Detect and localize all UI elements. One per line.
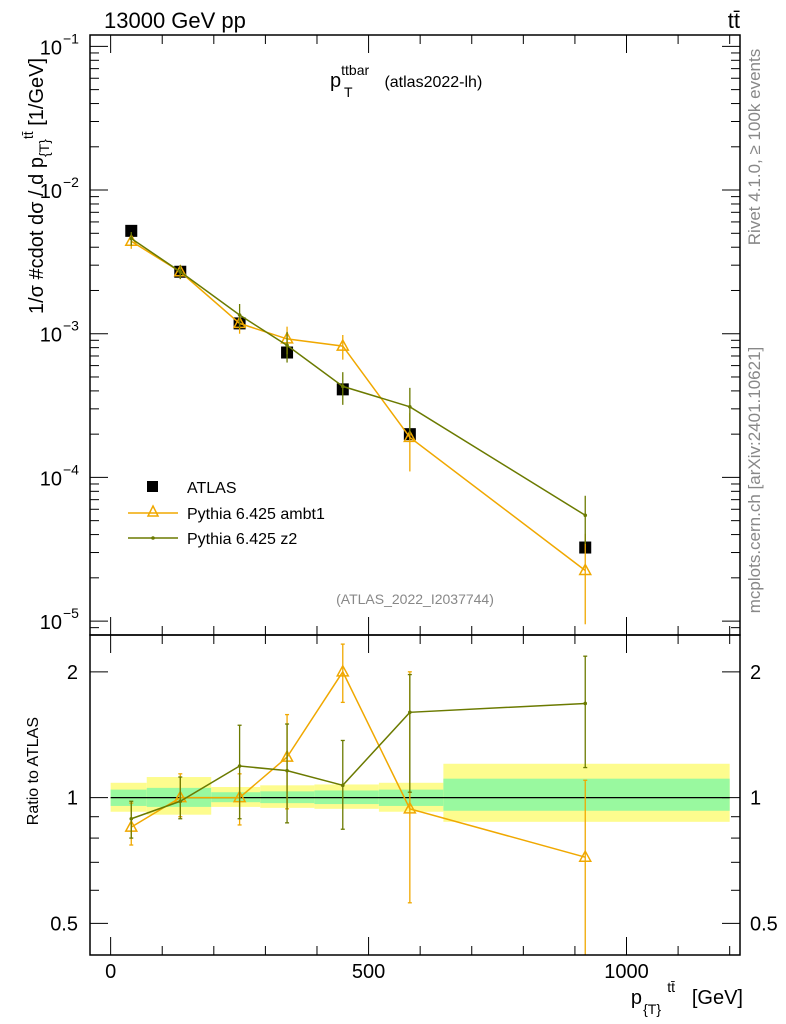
legend-label-atlas: ATLAS [187, 480, 237, 497]
plot-title: pttbar T (atlas2022-lh) [330, 62, 482, 100]
ratio-point-ambt1 [403, 801, 417, 814]
data-point-z2 [178, 269, 183, 274]
main-panel: 10−110−210−310−410−5 pttbar T (atlas2022-… [20, 30, 741, 636]
y-tick-label-ratio: 1 [67, 788, 78, 810]
data-point-ambt1 [336, 338, 350, 351]
y-tick-label-ratio-right: 1 [750, 788, 761, 810]
ratio-point-ambt1 [578, 849, 593, 862]
data-point-ambt1 [578, 562, 593, 576]
x-tick-label: 0 [105, 961, 116, 983]
y-tick-exponent-main: −2 [63, 174, 79, 190]
plot-title-sub: T [344, 84, 353, 100]
legend-item-atlas: ATLAS [147, 480, 237, 497]
ratio-point-z2 [408, 710, 412, 715]
uncertainty-band-stat [443, 778, 730, 811]
data-point-z2 [285, 343, 289, 348]
x-label-sup: tt̄ [667, 979, 675, 995]
analysis-watermark: (ATLAS_2022_I2037744) [336, 591, 494, 607]
data-point-z2 [408, 405, 412, 409]
plot-title-main: p [330, 70, 341, 92]
legend: ATLAS Pythia 6.425 ambt1 Pythia 6.425 z2 [128, 480, 325, 548]
ratio-point-z2 [129, 816, 134, 821]
main-y-axis-label: 1/σ #cdot dσ / d p{T}tt̄ [1/GeV] [20, 58, 52, 314]
x-tick-label: 1000 [604, 961, 649, 983]
series-line-z2 [130, 237, 586, 516]
data-point-z2 [129, 236, 134, 241]
data-point-z2 [583, 513, 588, 518]
x-label-unit: [GeV] [686, 987, 743, 1009]
legend-label-ambt1: Pythia 6.425 ambt1 [187, 506, 325, 523]
y-tick-label-main: 10 [40, 181, 62, 203]
y-tick-exponent-main: −1 [63, 30, 79, 46]
data-point-z2 [340, 384, 345, 389]
ratio-point-ambt1 [336, 664, 350, 677]
ratio-point-z2 [583, 701, 588, 706]
plot-title-sup: ttbar [341, 62, 369, 78]
rivet-version-label: Rivet 4.1.0, ≥ 100k events [745, 49, 764, 245]
y-tick-label-ratio: 2 [67, 662, 78, 684]
main-y-label-sub: {T} [36, 139, 52, 157]
ratio-panel: 2 2 1 1 0.5 0.5 0 500 1000 Ratio to ATLAS p{T} tt… [25, 634, 778, 1017]
x-label-sub: {T} [643, 1001, 661, 1017]
main-y-label-unit: [1/GeV] [26, 58, 48, 131]
ratio-frame [89, 634, 741, 956]
ratio-y-axis-label: Ratio to ATLAS [25, 717, 42, 825]
legend-marker-z2 [151, 536, 155, 540]
y-tick-exponent-main: −3 [63, 318, 79, 334]
ratio-point-z2 [285, 768, 289, 773]
y-tick-exponent-main: −4 [63, 461, 79, 477]
ratio-point-z2 [178, 799, 183, 804]
legend-item-ambt1: Pythia 6.425 ambt1 [128, 504, 325, 523]
data-point-z2 [237, 313, 242, 317]
y-tick-exponent-main: −5 [63, 605, 79, 621]
ratio-point-z2 [340, 783, 345, 788]
x-label-text: p [631, 987, 642, 1009]
data-point-atlas [125, 224, 138, 237]
y-tick-label-main: 10 [40, 612, 62, 634]
main-y-label-text: 1/σ #cdot dσ / d p [26, 157, 48, 314]
main-y-label-sup: tt̄ [20, 131, 36, 139]
ratio-point-z2 [237, 764, 242, 768]
x-tick-label: 500 [352, 961, 385, 983]
data-point-ambt1 [403, 429, 417, 443]
legend-marker-ambt1 [146, 504, 160, 517]
legend-marker-atlas [147, 481, 158, 492]
y-tick-label-main: 10 [40, 468, 62, 490]
mcplots-source-label: mcplots.cern.ch [arXiv:2401.10621] [745, 347, 764, 613]
beam-energy-label: 13000 GeV pp [104, 8, 246, 33]
y-tick-label-main: 10 [40, 325, 62, 347]
y-tick-label-ratio-right: 2 [750, 662, 761, 684]
x-axis-label: p{T} tt̄ [GeV] [631, 979, 743, 1017]
plot-title-suffix: (atlas2022-lh) [380, 74, 482, 91]
y-tick-label-ratio-right: 0.5 [750, 913, 778, 935]
y-tick-label-main: 10 [40, 37, 62, 59]
legend-item-z2: Pythia 6.425 z2 [128, 531, 297, 548]
process-label: tt̄ [728, 8, 740, 33]
y-tick-label-ratio: 0.5 [50, 913, 78, 935]
legend-label-z2: Pythia 6.425 z2 [187, 531, 297, 548]
